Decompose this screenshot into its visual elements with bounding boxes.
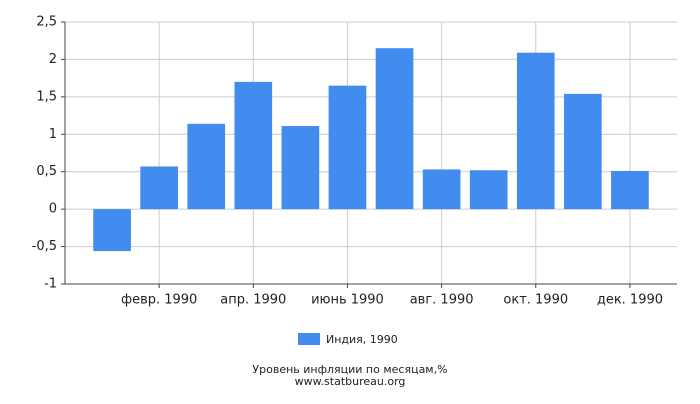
x-tick-label: окт. 1990: [503, 293, 568, 308]
bar: [469, 170, 508, 210]
y-tick-label: 0,5: [36, 164, 57, 179]
x-tick-label: апр. 1990: [220, 293, 286, 308]
y-tick-label: -0,5: [32, 239, 57, 254]
x-tick-label: авг. 1990: [410, 293, 474, 308]
source: www.statbureau.org: [295, 375, 406, 388]
bar: [611, 170, 649, 210]
y-tick-label: 0: [49, 202, 57, 217]
chart-title: Уровень инфляции по месяцам,%: [252, 363, 447, 376]
y-tick-label: -1: [44, 277, 57, 292]
x-tick-label: февр. 1990: [121, 293, 197, 308]
bar: [234, 81, 273, 210]
bar: [93, 209, 131, 252]
y-tick-label: 2,5: [36, 15, 57, 30]
bar: [564, 93, 602, 210]
bar: [375, 48, 414, 210]
legend-swatch: [298, 333, 320, 345]
legend-label: Индия, 1990: [326, 333, 398, 346]
bar: [422, 169, 461, 210]
bar: [187, 123, 226, 210]
bar: [140, 166, 178, 210]
bar: [516, 52, 555, 210]
y-tick-label: 1: [49, 127, 57, 142]
y-tick-label: 2: [49, 52, 57, 67]
bar: [281, 126, 320, 210]
x-tick-label: июнь 1990: [311, 293, 384, 308]
y-tick-label: 1,5: [36, 89, 57, 104]
x-tick-label: дек. 1990: [597, 293, 663, 308]
bar: [328, 85, 367, 210]
